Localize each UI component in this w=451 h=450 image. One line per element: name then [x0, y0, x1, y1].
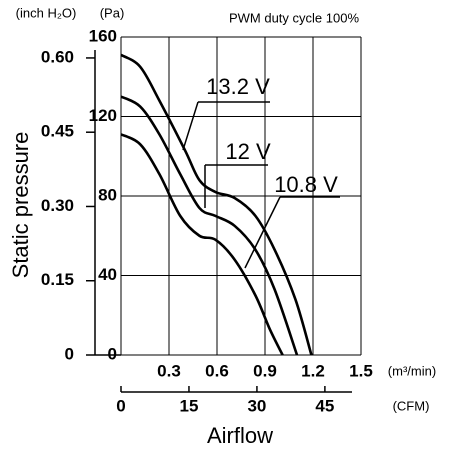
y2-tick-label: 0.15 — [41, 270, 74, 289]
x-tick-label: 0.6 — [205, 361, 229, 380]
y2-tick-label: 0 — [65, 344, 74, 363]
y2-tick-label: 0.45 — [41, 122, 74, 141]
y-tick-label: 40 — [98, 265, 117, 284]
series-label: 13.2 V — [206, 74, 270, 99]
curve — [120, 95, 299, 356]
x2-unit: (CFM) — [393, 398, 430, 413]
x-tick-label: 0.9 — [253, 361, 277, 380]
x2-tick-label: 45 — [315, 396, 334, 415]
x-tick-label: 0.3 — [157, 361, 181, 380]
y-tick-label: 0 — [108, 344, 117, 363]
leader — [182, 101, 199, 151]
x-tick-label: 1.2 — [301, 361, 325, 380]
chart-title: PWM duty cycle 100% — [229, 10, 359, 25]
curve — [120, 133, 284, 356]
x-unit: (m³/min) — [388, 363, 436, 378]
x2-tick-label: 30 — [247, 396, 266, 415]
leader — [244, 196, 281, 269]
y-axis-title: Static pressure — [8, 132, 33, 279]
y2-tick-label: 0.30 — [41, 196, 74, 215]
series-label: 10.8 V — [274, 172, 338, 197]
y-tick-label: 120 — [89, 106, 117, 125]
y-unit: (Pa) — [100, 5, 125, 20]
y2-unit: (inch H₂O) — [16, 5, 77, 20]
x-axis-title: Airflow — [207, 423, 273, 448]
x2-tick-label: 0 — [116, 396, 125, 415]
y2-tick-label: 0.60 — [41, 47, 74, 66]
curve — [120, 53, 313, 356]
x-tick-label: 1.5 — [349, 361, 373, 380]
x2-tick-label: 15 — [180, 396, 199, 415]
y-tick-label: 80 — [98, 185, 117, 204]
series-label: 12 V — [225, 139, 271, 164]
y-tick-label: 160 — [89, 26, 117, 45]
